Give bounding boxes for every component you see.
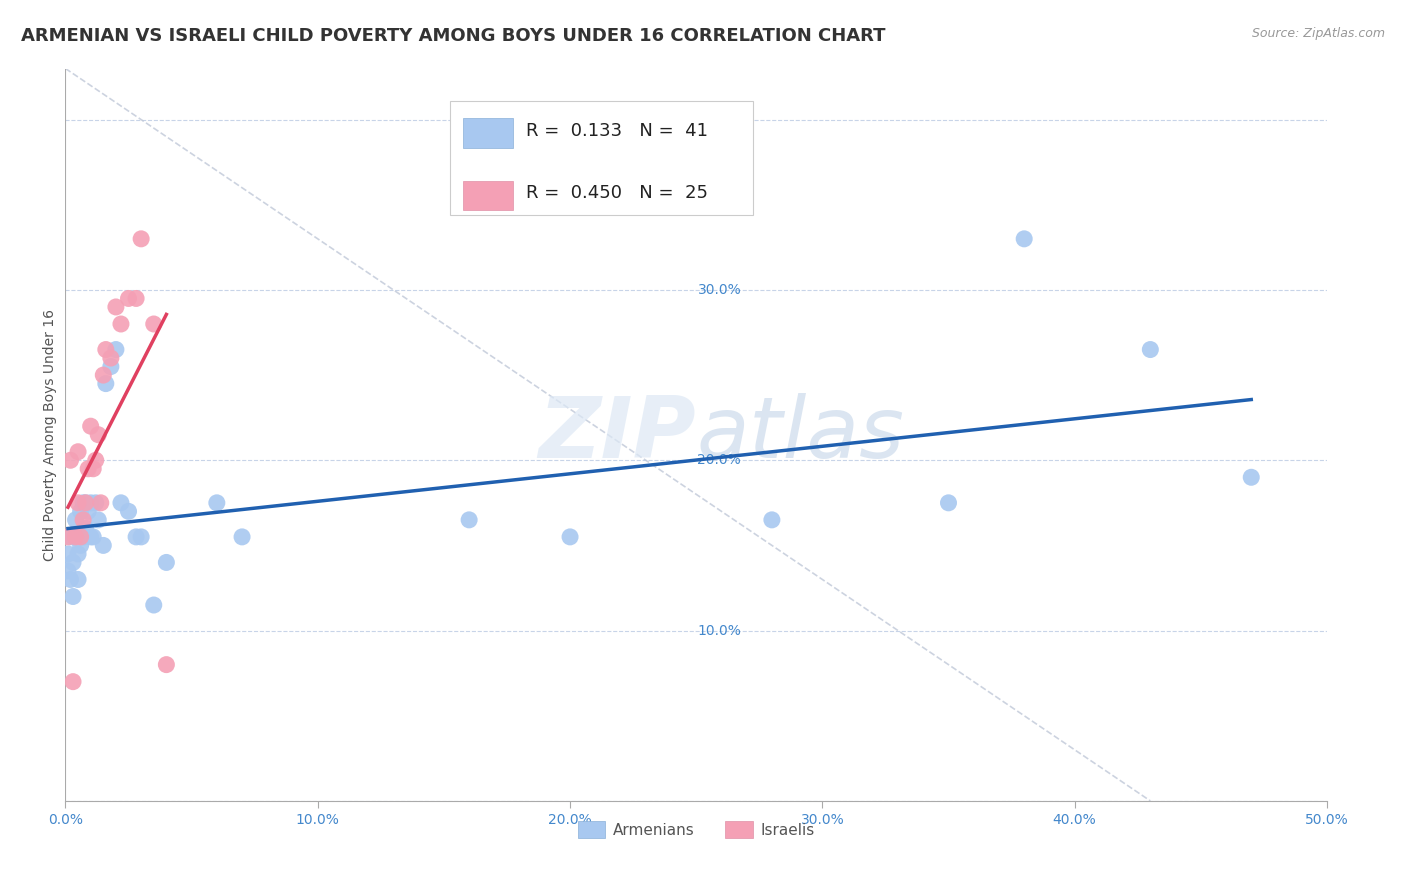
- Point: [125, 292, 148, 306]
- Point: [67, 547, 90, 561]
- Point: [129, 530, 152, 544]
- Point: [67, 573, 90, 587]
- Point: [59, 453, 82, 467]
- Text: Source: ZipAtlas.com: Source: ZipAtlas.com: [1251, 27, 1385, 40]
- Point: [75, 496, 97, 510]
- Point: [94, 376, 117, 391]
- Point: [129, 232, 152, 246]
- Point: [59, 573, 82, 587]
- Point: [91, 368, 114, 383]
- Point: [56, 530, 79, 544]
- Text: 40.0%: 40.0%: [697, 112, 741, 127]
- Point: [87, 427, 110, 442]
- FancyBboxPatch shape: [450, 102, 754, 215]
- Point: [69, 538, 91, 552]
- Point: [72, 530, 94, 544]
- Point: [1240, 470, 1263, 484]
- Point: [87, 513, 110, 527]
- Point: [65, 530, 87, 544]
- Point: [142, 317, 165, 331]
- Point: [65, 530, 87, 544]
- Point: [84, 453, 107, 467]
- Point: [77, 462, 100, 476]
- Point: [90, 496, 112, 510]
- Point: [59, 530, 82, 544]
- Point: [79, 419, 101, 434]
- Point: [117, 504, 139, 518]
- Text: ARMENIAN VS ISRAELI CHILD POVERTY AMONG BOYS UNDER 16 CORRELATION CHART: ARMENIAN VS ISRAELI CHILD POVERTY AMONG …: [21, 27, 886, 45]
- Point: [155, 556, 177, 570]
- Text: 20.0%: 20.0%: [697, 453, 741, 467]
- Point: [82, 530, 104, 544]
- Point: [75, 496, 97, 510]
- Point: [65, 513, 87, 527]
- Text: atlas: atlas: [696, 393, 904, 476]
- Point: [94, 343, 117, 357]
- Point: [62, 674, 84, 689]
- Text: 10.0%: 10.0%: [697, 624, 741, 638]
- Point: [84, 496, 107, 510]
- Point: [110, 496, 132, 510]
- Point: [75, 521, 97, 535]
- Point: [72, 513, 94, 527]
- Point: [104, 343, 127, 357]
- Text: 30.0%: 30.0%: [697, 283, 741, 297]
- Point: [62, 556, 84, 570]
- Text: ZIP: ZIP: [538, 393, 696, 476]
- Point: [142, 598, 165, 612]
- Point: [231, 530, 253, 544]
- Point: [79, 496, 101, 510]
- Text: R =  0.133   N =  41: R = 0.133 N = 41: [526, 122, 707, 140]
- Point: [72, 496, 94, 510]
- Point: [125, 530, 148, 544]
- Text: R =  0.450   N =  25: R = 0.450 N = 25: [526, 184, 707, 202]
- Point: [1139, 343, 1161, 357]
- Point: [1012, 232, 1035, 246]
- Point: [77, 504, 100, 518]
- Point: [79, 530, 101, 544]
- Point: [62, 590, 84, 604]
- Point: [69, 504, 91, 518]
- Point: [155, 657, 177, 672]
- FancyBboxPatch shape: [463, 180, 513, 210]
- Point: [458, 513, 481, 527]
- Point: [100, 351, 122, 365]
- Point: [91, 538, 114, 552]
- Point: [67, 444, 90, 458]
- Point: [117, 292, 139, 306]
- Point: [205, 496, 228, 510]
- Point: [56, 564, 79, 578]
- Legend: Armenians, Israelis: Armenians, Israelis: [572, 814, 821, 845]
- Point: [56, 547, 79, 561]
- Point: [558, 530, 581, 544]
- Point: [69, 530, 91, 544]
- FancyBboxPatch shape: [463, 119, 513, 147]
- Point: [100, 359, 122, 374]
- Y-axis label: Child Poverty Among Boys Under 16: Child Poverty Among Boys Under 16: [44, 309, 58, 561]
- Point: [938, 496, 960, 510]
- Point: [761, 513, 783, 527]
- Point: [67, 496, 90, 510]
- Point: [82, 462, 104, 476]
- Point: [104, 300, 127, 314]
- Point: [110, 317, 132, 331]
